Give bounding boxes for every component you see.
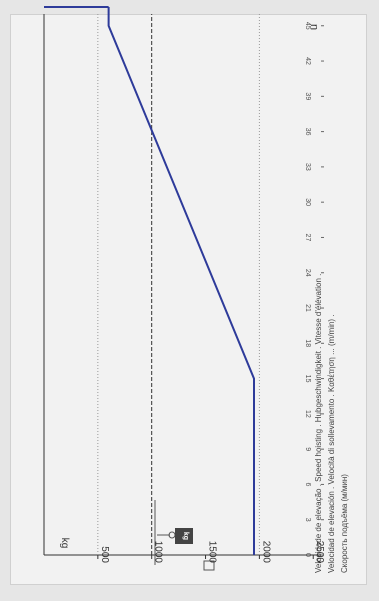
x-tick-label: 6	[304, 482, 311, 486]
x-tick-label: 3	[304, 518, 311, 522]
x-tick-label: 0	[304, 553, 311, 557]
x-tick-label: 42	[304, 57, 311, 65]
hook-weight-icon	[154, 500, 193, 565]
x-tick-label: 39	[304, 92, 311, 100]
y-axis-title: kg	[59, 538, 70, 549]
x-tick-label: 18	[304, 339, 311, 347]
x-tick-label: 45	[304, 22, 311, 30]
caption-line-1: Velocidade de elevação . Speed hoisting …	[314, 274, 323, 573]
x-tick-label: 36	[304, 128, 311, 136]
y-tick-label: 2000	[260, 541, 271, 564]
y-tick-label: 2500	[314, 541, 325, 564]
chart-panel	[10, 14, 367, 585]
x-tick-label: 33	[304, 163, 311, 171]
series-line-1	[107, 6, 255, 555]
small-box-icon	[203, 560, 215, 571]
y-tick-label: 1000	[153, 541, 164, 564]
x-tick-label: 21	[304, 304, 311, 312]
scale-icon-label: kg	[182, 532, 189, 540]
x-tick-label: 12	[304, 410, 311, 418]
x-tick-label: 27	[304, 234, 311, 242]
x-tick-label: 15	[304, 375, 311, 383]
y-tick-label: 500	[99, 546, 110, 563]
caption-line-2: Velocidad de elevación . Velocità di sol…	[327, 314, 336, 573]
x-axis-title: n	[308, 24, 320, 30]
x-tick-label: 9	[304, 447, 311, 451]
x-tick-label: 24	[304, 269, 311, 277]
caption-line-3: Скорость подъёма (м/мин)	[340, 474, 349, 573]
y-tick-label: 1500	[207, 541, 218, 564]
x-tick-label: 30	[304, 198, 311, 206]
